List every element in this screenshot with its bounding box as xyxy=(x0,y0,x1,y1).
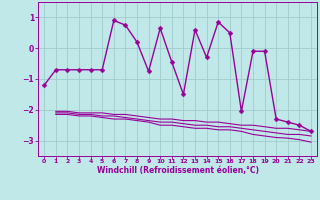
X-axis label: Windchill (Refroidissement éolien,°C): Windchill (Refroidissement éolien,°C) xyxy=(97,166,259,175)
